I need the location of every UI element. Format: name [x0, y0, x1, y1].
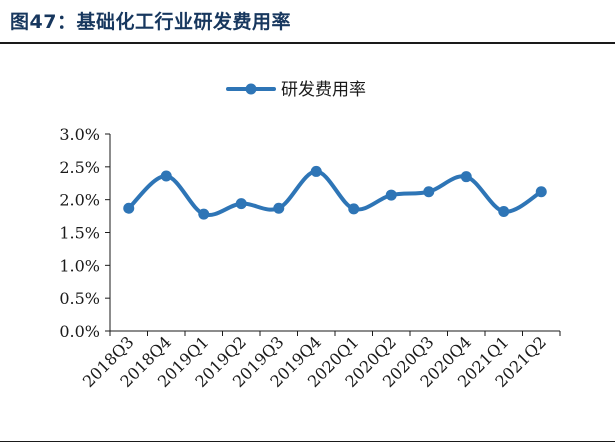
data-point [535, 186, 547, 198]
x-axis-ticks: 2018Q32018Q42019Q12019Q22019Q32019Q42020… [79, 331, 561, 391]
figure-title: 图47：基础化工行业研发费用率 [10, 11, 291, 33]
y-tick-label: 2.5% [59, 158, 100, 177]
y-tick-label: 0.5% [59, 289, 100, 308]
y-axis-ticks: 0.0% 0.5% 1.0% 1.5% 2.0% 2.5% 3.0% [59, 125, 110, 341]
y-tick-label: 1.5% [59, 224, 100, 243]
data-point [385, 189, 397, 201]
data-point [423, 186, 435, 198]
data-point [273, 202, 285, 214]
title-divider [0, 42, 615, 44]
data-point [348, 203, 360, 215]
data-point [235, 198, 247, 210]
bottom-divider [0, 441, 615, 442]
data-point [123, 202, 135, 214]
legend-label: 研发费用率 [281, 80, 366, 100]
y-tick-label: 2.0% [59, 191, 100, 210]
y-tick-label: 1.0% [59, 256, 100, 275]
axes [109, 134, 560, 332]
y-tick-label: 3.0% [59, 125, 100, 144]
data-point [160, 170, 172, 182]
data-point [498, 205, 510, 217]
series-points [123, 165, 547, 220]
data-point [460, 171, 472, 183]
legend-swatch-marker [245, 83, 257, 95]
series-line-rd-expense-ratio [126, 169, 544, 218]
data-point [198, 208, 210, 220]
data-point [310, 165, 322, 177]
y-tick-label: 0.0% [59, 322, 100, 341]
legend: 研发费用率 [226, 80, 366, 100]
